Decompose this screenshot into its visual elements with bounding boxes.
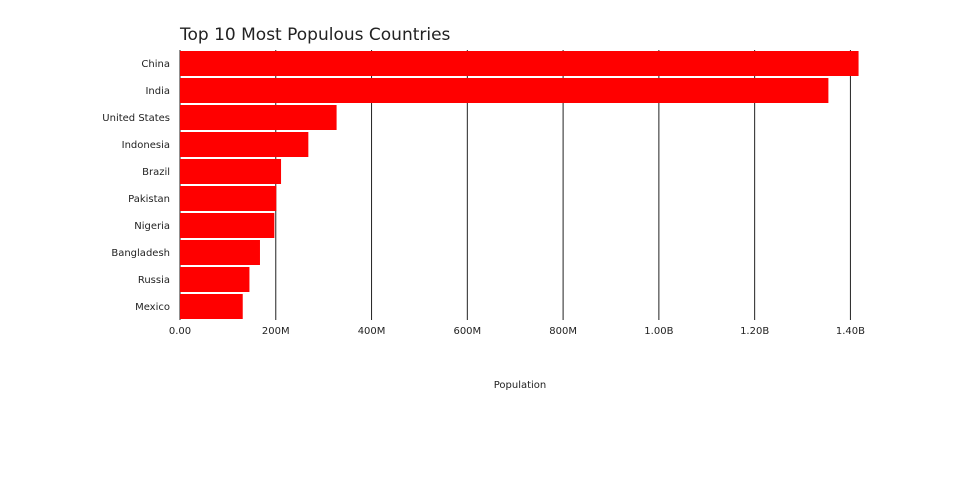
y-tick-label: Pakistan	[128, 194, 170, 205]
bar-mexico	[180, 294, 243, 319]
bar-nigeria	[180, 213, 275, 238]
y-tick-label: United States	[102, 113, 170, 124]
x-tick-label: 600M	[453, 326, 481, 337]
x-tick-label: 0.00	[169, 326, 191, 337]
x-tick-label: 1.40B	[836, 326, 865, 337]
y-tick-label: India	[145, 86, 170, 97]
x-tick-label: 1.00B	[644, 326, 673, 337]
y-tick-labels: China India United States Indonesia Brazil Pa…	[102, 59, 170, 313]
y-tick-label: Bangladesh	[111, 248, 170, 259]
x-axis-title: Population	[494, 380, 547, 391]
bar-bangladesh	[180, 240, 260, 265]
y-tick-label: China	[141, 59, 170, 70]
bar-united-states	[180, 105, 337, 130]
x-tick-label: 200M	[262, 326, 290, 337]
bar-india	[180, 78, 829, 103]
x-tick-label: 400M	[358, 326, 386, 337]
bar-indonesia	[180, 132, 309, 157]
bar-pakistan	[180, 186, 277, 211]
y-tick-label: Brazil	[142, 167, 170, 178]
y-tick-label: Nigeria	[134, 221, 170, 232]
bars	[180, 51, 859, 319]
y-tick-label: Mexico	[135, 302, 170, 313]
y-tick-label: Russia	[138, 275, 170, 286]
x-tick-label: 1.20B	[740, 326, 769, 337]
bar-china	[180, 51, 859, 76]
bar-brazil	[180, 159, 282, 184]
chart-title: Top 10 Most Populous Countries	[179, 25, 451, 45]
y-tick-label: Indonesia	[122, 140, 170, 151]
x-tick-labels: 0.00 200M 400M 600M 800M 1.00B 1.20B 1.40B	[169, 326, 865, 337]
x-tick-label: 800M	[549, 326, 577, 337]
bar-russia	[180, 267, 250, 292]
